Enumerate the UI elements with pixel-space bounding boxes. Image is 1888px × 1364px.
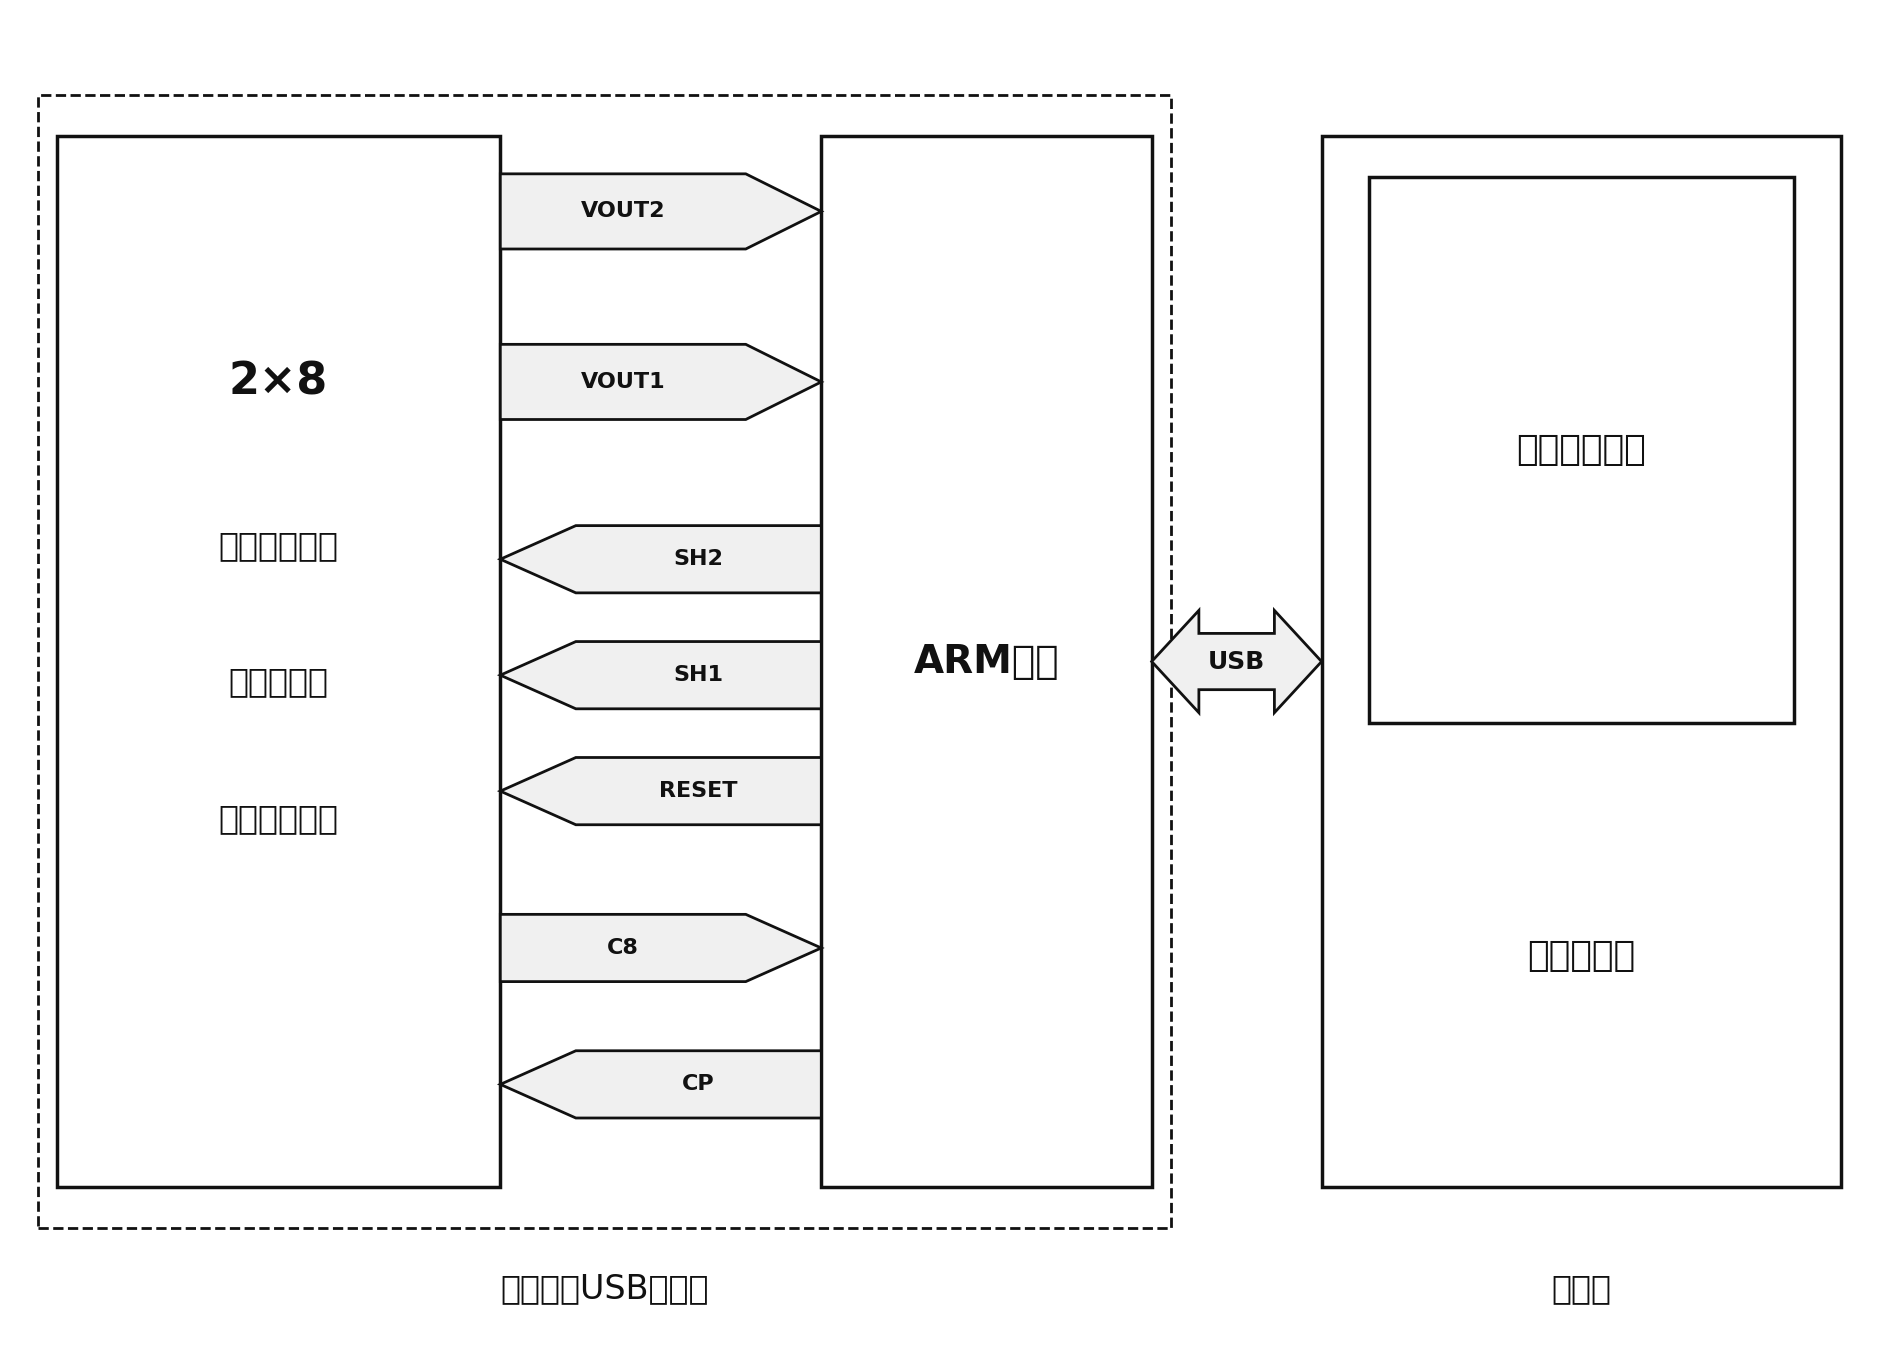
Text: 通用计算机: 通用计算机 <box>1527 938 1635 973</box>
Polygon shape <box>500 914 821 982</box>
Text: VOUT1: VOUT1 <box>582 372 665 391</box>
Text: C8: C8 <box>608 938 638 958</box>
Text: CP: CP <box>682 1075 716 1094</box>
Text: ARM模块: ARM模块 <box>914 642 1059 681</box>
FancyBboxPatch shape <box>57 136 500 1187</box>
Polygon shape <box>500 757 821 825</box>
FancyBboxPatch shape <box>821 136 1152 1187</box>
Polygon shape <box>500 344 821 420</box>
Polygon shape <box>1152 611 1322 712</box>
Text: 下位机（USB设备）: 下位机（USB设备） <box>500 1273 708 1305</box>
Text: USB: USB <box>1208 649 1265 674</box>
Text: SH1: SH1 <box>674 666 723 685</box>
FancyBboxPatch shape <box>1322 136 1841 1187</box>
Text: 上位机: 上位机 <box>1552 1273 1610 1305</box>
Text: 成像软件模块: 成像软件模块 <box>1516 434 1646 466</box>
Text: 光电传感器: 光电传感器 <box>228 666 329 698</box>
FancyBboxPatch shape <box>1369 177 1794 723</box>
Text: 读出电路模块: 读出电路模块 <box>219 802 338 835</box>
Text: SH2: SH2 <box>674 550 723 569</box>
Text: RESET: RESET <box>659 782 738 801</box>
Polygon shape <box>500 525 821 593</box>
Text: 2×8: 2×8 <box>228 360 329 404</box>
Polygon shape <box>500 173 821 250</box>
Text: 低维量子结构: 低维量子结构 <box>219 529 338 562</box>
Text: VOUT2: VOUT2 <box>582 202 665 221</box>
Polygon shape <box>500 641 821 709</box>
Polygon shape <box>500 1050 821 1118</box>
